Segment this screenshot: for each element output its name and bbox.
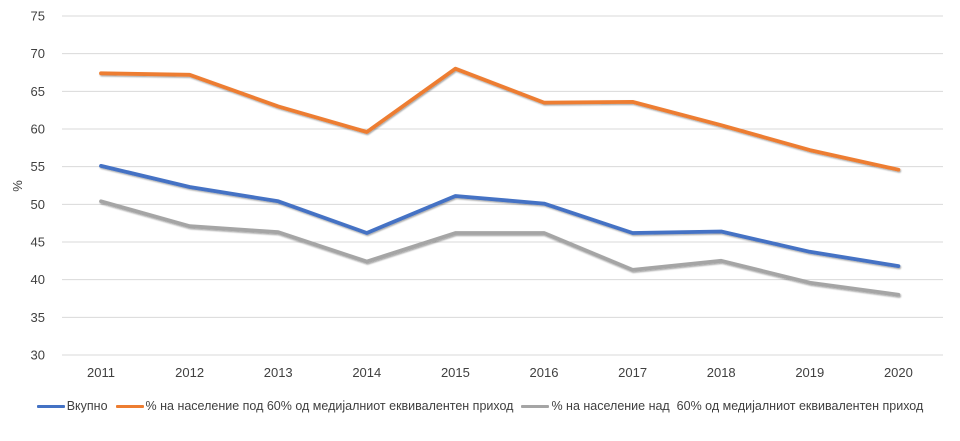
legend-label: Вкупно [66,399,108,413]
x-tick-label: 2016 [530,365,559,380]
series-line-3 [99,199,901,297]
x-tick-label: 2019 [795,365,824,380]
x-axis-ticks: 2011 2012 2013 2014 2015 2016 2017 2018 2019 2020 [87,365,913,380]
series-lines [99,66,901,297]
legend-item: Вкупно [36,399,108,413]
y-axis-label: % [10,180,25,192]
x-tick-label: 2013 [264,365,293,380]
y-tick-label: 50 [31,197,45,212]
y-tick-label: 75 [31,9,45,24]
y-tick-label: 65 [31,84,45,99]
legend-label: % на население под 60% од медијалниот ек… [145,399,514,413]
y-tick-label: 45 [31,235,45,250]
y-axis-ticks: 30 35 40 45 50 55 60 65 70 75 [31,9,45,363]
legend: Вкупно % на население под 60% од медијалн… [0,399,960,413]
legend-swatch [115,404,144,408]
x-tick-label: 2018 [707,365,736,380]
legend-swatch [36,404,65,408]
x-tick-label: 2014 [352,365,381,380]
y-tick-label: 55 [31,159,45,174]
legend-swatch [521,404,550,408]
y-tick-label: 30 [31,348,45,363]
legend-label: % на население над 60% од медијалниот ек… [551,399,924,413]
series-line-1 [99,163,901,269]
x-tick-label: 2012 [175,365,204,380]
series-line-2 [99,66,901,172]
x-tick-label: 2015 [441,365,470,380]
gridlines [62,15,943,356]
legend-item: % на население под 60% од медијалниот ек… [115,399,514,413]
y-tick-label: 40 [31,272,45,287]
y-tick-label: 35 [31,310,45,325]
x-tick-label: 2011 [87,365,115,380]
x-tick-label: 2020 [884,365,913,380]
y-tick-label: 70 [31,46,45,61]
legend-item: % на население над 60% од медијалниот ек… [521,399,923,413]
x-tick-label: 2017 [618,365,647,380]
y-tick-label: 60 [31,122,45,137]
